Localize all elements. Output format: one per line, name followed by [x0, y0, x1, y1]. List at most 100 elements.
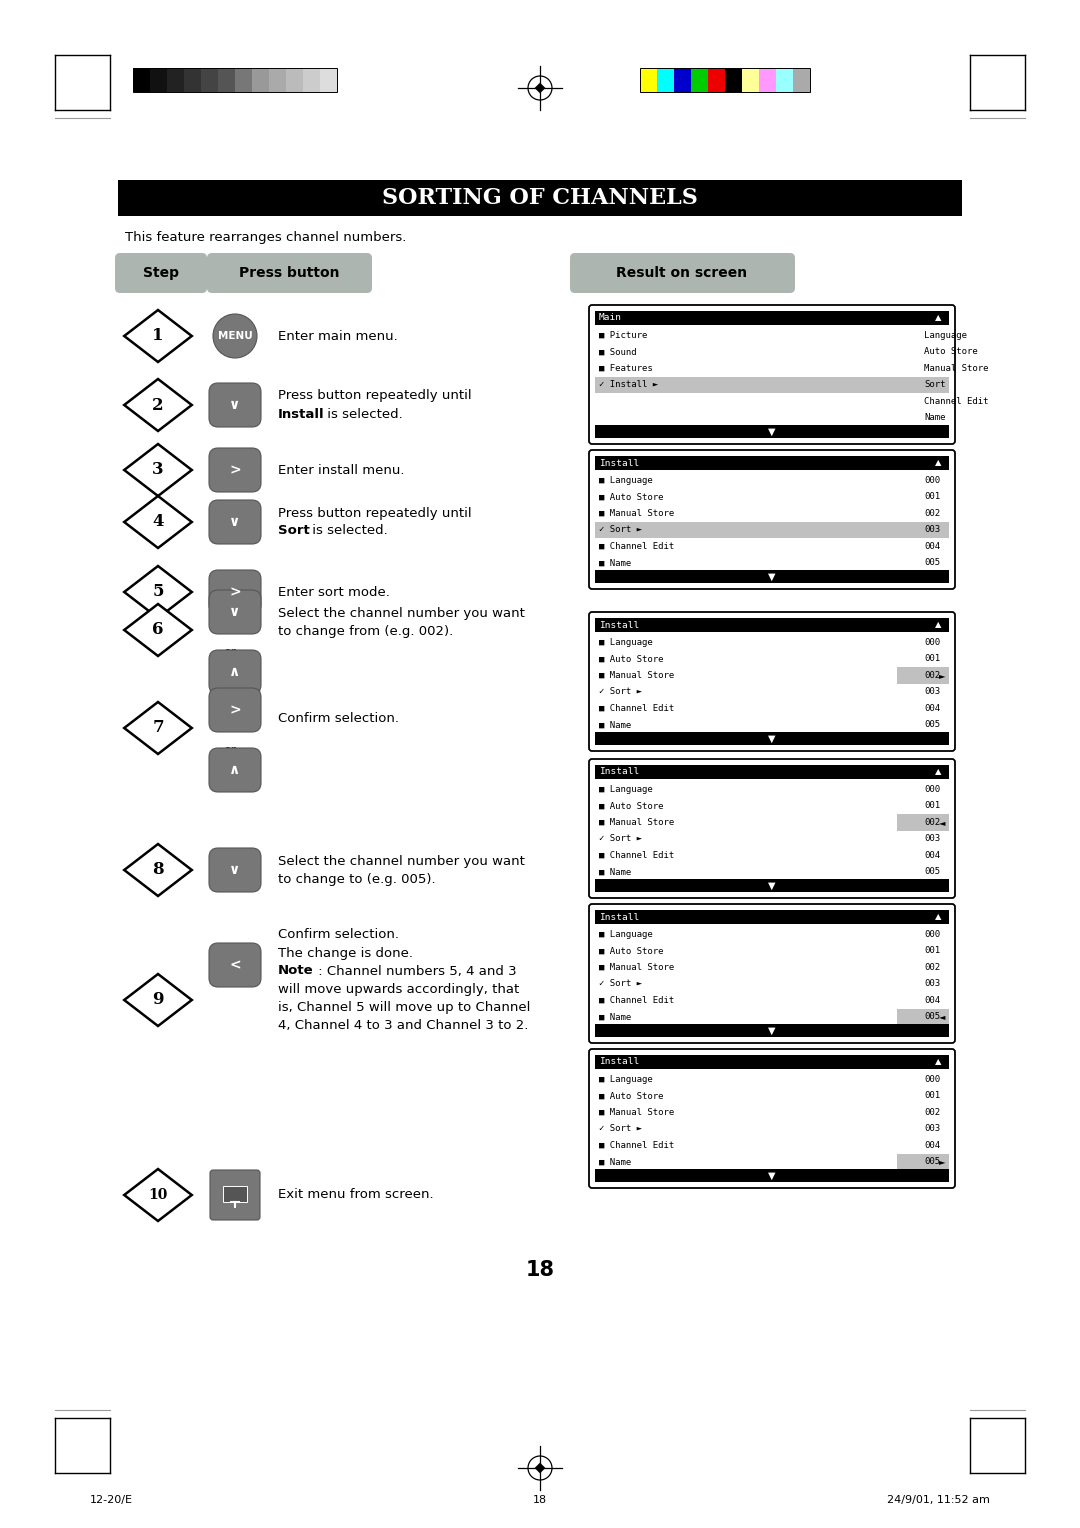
Text: ■ Manual Store: ■ Manual Store: [599, 509, 674, 518]
Bar: [691, 69, 708, 92]
Text: Language: Language: [924, 330, 967, 339]
Bar: [167, 69, 184, 92]
Text: is, Channel 5 will move up to Channel: is, Channel 5 will move up to Channel: [278, 1001, 530, 1013]
Bar: [640, 69, 810, 92]
Text: 000: 000: [924, 1074, 940, 1083]
Text: or: or: [224, 744, 237, 756]
Text: : Channel numbers 5, 4 and 3: : Channel numbers 5, 4 and 3: [314, 964, 516, 978]
Polygon shape: [124, 310, 192, 362]
Text: ■ Name: ■ Name: [599, 868, 631, 876]
Polygon shape: [124, 445, 192, 497]
Bar: [595, 1169, 949, 1183]
Bar: [595, 425, 949, 439]
Text: 12-20/E: 12-20/E: [90, 1494, 133, 1505]
Bar: [133, 69, 337, 92]
Text: ■ Language: ■ Language: [599, 475, 652, 484]
Text: 002: 002: [924, 1108, 940, 1117]
Text: 001: 001: [924, 654, 940, 663]
Text: 000: 000: [924, 785, 940, 793]
Text: ■ Sound: ■ Sound: [599, 347, 636, 356]
Polygon shape: [124, 604, 192, 656]
Text: ■ Language: ■ Language: [599, 1074, 652, 1083]
Text: 001: 001: [924, 492, 940, 501]
Text: ✓ Sort ►: ✓ Sort ►: [599, 526, 642, 535]
Bar: [150, 69, 167, 92]
Text: Auto Store: Auto Store: [924, 347, 977, 356]
FancyBboxPatch shape: [210, 500, 261, 544]
Text: ∧: ∧: [229, 762, 241, 778]
Text: This feature rearranges channel numbers.: This feature rearranges channel numbers.: [125, 232, 406, 244]
Text: 001: 001: [924, 946, 940, 955]
Text: Confirm selection.: Confirm selection.: [278, 712, 399, 724]
Text: 000: 000: [924, 929, 940, 938]
Bar: [595, 732, 949, 746]
Text: ■ Manual Store: ■ Manual Store: [599, 671, 674, 680]
Bar: [595, 766, 949, 779]
Text: 7: 7: [152, 720, 164, 736]
Text: Exit menu from screen.: Exit menu from screen.: [278, 1189, 434, 1201]
FancyBboxPatch shape: [589, 905, 955, 1044]
FancyBboxPatch shape: [210, 448, 261, 492]
Text: >: >: [229, 585, 241, 599]
Bar: [595, 879, 949, 892]
Bar: [286, 69, 303, 92]
Text: Confirm selection.: Confirm selection.: [278, 929, 399, 941]
Text: ■ Manual Store: ■ Manual Store: [599, 963, 674, 972]
FancyBboxPatch shape: [570, 254, 795, 293]
FancyBboxPatch shape: [589, 306, 955, 445]
Circle shape: [213, 313, 257, 358]
Text: ▼: ▼: [768, 426, 775, 437]
Bar: [595, 617, 949, 633]
Text: ■ Manual Store: ■ Manual Store: [599, 1108, 674, 1117]
Bar: [640, 69, 657, 92]
Text: ■ Channel Edit: ■ Channel Edit: [599, 996, 674, 1005]
Text: >: >: [229, 703, 241, 717]
Text: 005: 005: [924, 1012, 940, 1021]
Text: MENU: MENU: [218, 332, 253, 341]
Text: Install: Install: [599, 767, 639, 776]
Text: ■ Channel Edit: ■ Channel Edit: [599, 851, 674, 860]
Text: is selected.: is selected.: [323, 408, 403, 420]
Text: 004: 004: [924, 851, 940, 860]
Polygon shape: [124, 843, 192, 895]
Text: SORTING OF CHANNELS: SORTING OF CHANNELS: [382, 186, 698, 209]
Bar: [222, 1186, 247, 1203]
Text: 18: 18: [532, 1494, 548, 1505]
Text: ■ Language: ■ Language: [599, 785, 652, 793]
Text: 002: 002: [924, 963, 940, 972]
Text: 9: 9: [152, 992, 164, 1008]
Text: 002: 002: [924, 509, 940, 518]
Bar: [133, 69, 150, 92]
Text: 005: 005: [924, 868, 940, 876]
Bar: [657, 69, 674, 92]
Text: Manual Store: Manual Store: [924, 364, 988, 373]
Bar: [201, 69, 218, 92]
Text: ■ Picture: ■ Picture: [599, 330, 647, 339]
Text: 002: 002: [924, 817, 940, 827]
Text: ◄: ◄: [939, 817, 945, 827]
FancyBboxPatch shape: [210, 848, 261, 892]
Text: ■ Features: ■ Features: [599, 364, 652, 373]
Text: 004: 004: [924, 1141, 940, 1149]
Text: ■ Channel Edit: ■ Channel Edit: [599, 1141, 674, 1149]
Text: 003: 003: [924, 979, 940, 989]
Text: Install: Install: [599, 912, 639, 921]
Polygon shape: [124, 565, 192, 617]
Text: 005: 005: [924, 558, 940, 567]
FancyBboxPatch shape: [210, 570, 261, 614]
Text: ■ Channel Edit: ■ Channel Edit: [599, 542, 674, 550]
Text: ▼: ▼: [768, 1170, 775, 1181]
Text: Install: Install: [278, 408, 325, 420]
Text: ■ Name: ■ Name: [599, 720, 631, 729]
Text: 4: 4: [152, 513, 164, 530]
Text: ■ Auto Store: ■ Auto Store: [599, 492, 663, 501]
Text: ◄: ◄: [939, 1012, 945, 1021]
Text: ■ Auto Store: ■ Auto Store: [599, 1091, 663, 1100]
Text: ▲: ▲: [935, 313, 942, 322]
Text: to change to (e.g. 005).: to change to (e.g. 005).: [278, 872, 435, 886]
Text: 000: 000: [924, 475, 940, 484]
Text: 003: 003: [924, 834, 940, 843]
Text: Name: Name: [924, 413, 945, 422]
Text: ■ Channel Edit: ■ Channel Edit: [599, 704, 674, 712]
Text: Select the channel number you want: Select the channel number you want: [278, 854, 525, 868]
